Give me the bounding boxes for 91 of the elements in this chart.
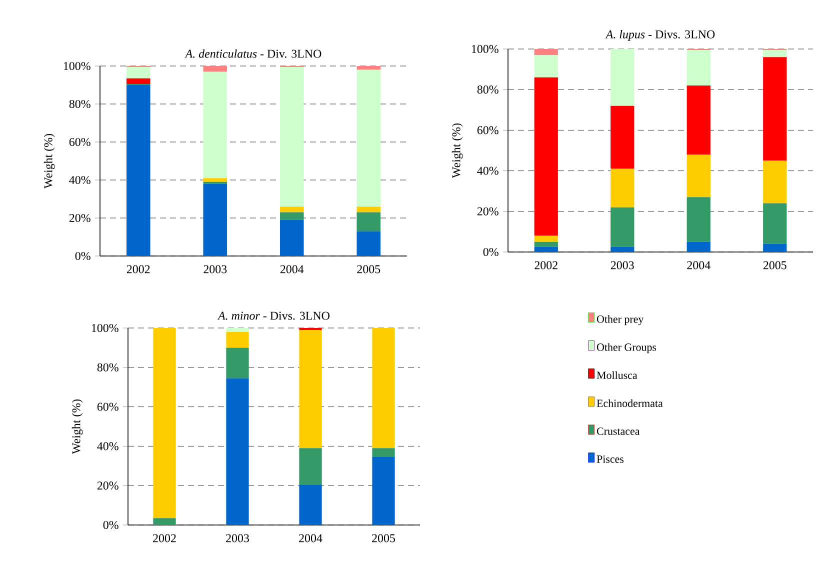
- bar: [372, 448, 395, 458]
- bar: [610, 207, 634, 247]
- y-tick-label: 40%: [477, 166, 498, 175]
- y-tick-label: 100%: [472, 44, 498, 54]
- bar: [153, 328, 176, 518]
- y-tick-label: 60%: [477, 126, 498, 134]
- bar: [534, 236, 558, 242]
- y-tick-label: 60%: [69, 138, 90, 146]
- bar: [610, 168, 634, 208]
- x-tick-label: 2003: [204, 265, 227, 274]
- bar: [763, 50, 787, 58]
- bar: [299, 484, 322, 525]
- legend-label: Pisces: [596, 455, 624, 463]
- bar: [356, 66, 381, 70]
- y-tick-label: 40%: [69, 176, 90, 184]
- x-tick-label: 2005: [372, 534, 395, 542]
- bar: [356, 206, 381, 212]
- y-tick-label: 20%: [69, 214, 90, 222]
- bar: [280, 212, 304, 220]
- x-tick-label: 2002: [534, 261, 558, 270]
- bar: [356, 212, 381, 232]
- legend-label: Mollusca: [596, 371, 638, 379]
- x-tick-label: 2002: [126, 265, 150, 274]
- bar: [153, 518, 176, 525]
- bar: [126, 66, 150, 78]
- x-tick-label: 2003: [226, 534, 249, 542]
- y-tick-label: 100%: [92, 324, 118, 332]
- bar: [534, 246, 558, 252]
- bar: [226, 332, 249, 348]
- bar: [356, 70, 381, 207]
- bar: [534, 48, 558, 56]
- bar: [280, 66, 304, 207]
- chart-title: A. denticulatus - Div. 3LNO: [184, 49, 322, 58]
- y-tick-label: 80%: [69, 100, 90, 108]
- bar: [299, 448, 322, 485]
- bar: [372, 328, 395, 448]
- y-tick-label: 40%: [97, 442, 118, 450]
- y-axis-title: Weight (%): [72, 399, 83, 454]
- y-tick-label: 0%: [75, 252, 90, 260]
- bar: [610, 106, 634, 169]
- x-tick-label: 2005: [763, 261, 786, 270]
- y-tick-label: 20%: [97, 482, 118, 490]
- legend-label: Echinodermata: [596, 399, 663, 408]
- y-axis-title: Weight (%): [452, 123, 463, 178]
- bar: [763, 57, 787, 161]
- bar: [226, 348, 249, 378]
- x-tick-label: 2002: [153, 534, 176, 542]
- bar: [126, 78, 150, 84]
- bar: [226, 378, 249, 525]
- y-tick-label: 80%: [97, 363, 118, 372]
- x-tick-label: 2003: [610, 261, 634, 270]
- bar: [686, 86, 710, 155]
- y-tick-label: 60%: [97, 402, 118, 411]
- bar: [203, 178, 228, 182]
- bar: [686, 242, 710, 252]
- legend-label: Other prey: [596, 315, 644, 326]
- x-tick-label: 2005: [357, 265, 380, 274]
- bar: [280, 206, 304, 212]
- bar: [534, 242, 558, 247]
- bar: [763, 160, 787, 204]
- bar: [356, 231, 381, 256]
- bar: [299, 330, 322, 448]
- y-tick-label: 0%: [103, 520, 118, 530]
- bar: [203, 72, 228, 178]
- y-tick-label: 0%: [483, 248, 498, 256]
- x-tick-label: 2004: [280, 265, 304, 274]
- bar: [534, 77, 558, 236]
- bar: [203, 184, 228, 256]
- bar: [534, 55, 558, 78]
- bar: [203, 66, 228, 72]
- y-tick-label: 100%: [64, 62, 90, 70]
- bar: [763, 203, 787, 244]
- bar: [686, 197, 710, 242]
- bar: [763, 244, 787, 252]
- bar: [686, 154, 710, 198]
- x-tick-label: 2004: [299, 534, 322, 542]
- bar: [610, 48, 634, 106]
- bar: [610, 246, 634, 252]
- bar: [372, 457, 395, 525]
- legend-label: Crustacea: [596, 428, 640, 435]
- bar: [686, 50, 710, 86]
- y-axis-title: Weight (%): [44, 134, 55, 189]
- y-tick-label: 80%: [477, 86, 498, 94]
- x-tick-label: 2004: [687, 261, 710, 270]
- legend-label: Other Groups: [596, 343, 656, 354]
- bar: [280, 220, 304, 256]
- y-tick-label: 20%: [477, 207, 498, 216]
- chart-title: A. lupus - Divs. 3LNO: [605, 30, 715, 41]
- bar: [226, 328, 249, 332]
- bar: [126, 84, 150, 256]
- chart-title: A. minor - Divs. 3LNO: [217, 312, 330, 320]
